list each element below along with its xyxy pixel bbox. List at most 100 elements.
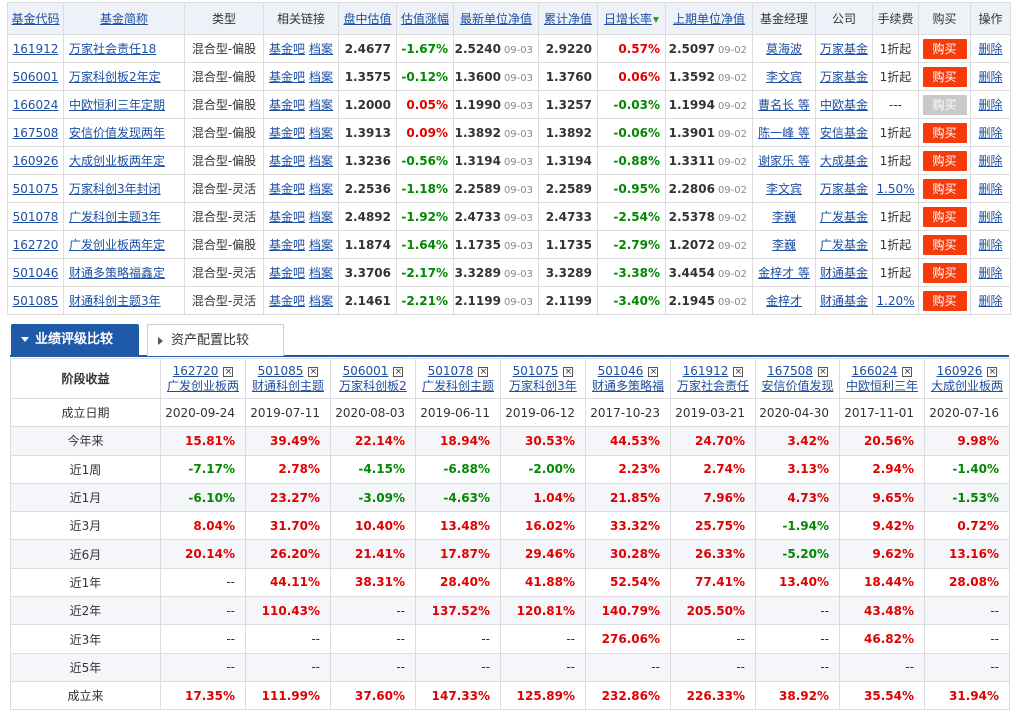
fund-code-link[interactable]: 162720 xyxy=(12,237,59,252)
compare-fund-name-link[interactable]: 安信价值发现 xyxy=(761,378,834,393)
fund-code-link[interactable]: 167508 xyxy=(12,125,59,140)
remove-fund-icon[interactable]: × xyxy=(902,366,913,377)
buy-button[interactable]: 购买 xyxy=(922,262,967,283)
header-daily[interactable]: 日增长率 xyxy=(597,2,666,35)
fund-name-link[interactable]: 财通科创主题3年 xyxy=(69,294,161,308)
header-nav[interactable]: 最新单位净值 xyxy=(453,2,539,35)
compare-fund-name-link[interactable]: 财通科创主题 xyxy=(251,378,324,393)
header-acc-nav[interactable]: 累计净值 xyxy=(538,2,598,35)
company-link[interactable]: 安信基金 xyxy=(819,126,868,140)
fund-bar-link[interactable]: 基金吧 xyxy=(268,266,305,280)
fund-name-link[interactable]: 万家科创3年封闭 xyxy=(69,182,161,196)
fund-name-link[interactable]: 万家科创板2年定 xyxy=(69,70,161,84)
compare-fund-code-link[interactable]: 161912 xyxy=(682,363,729,378)
company-link[interactable]: 万家基金 xyxy=(819,182,868,196)
archive-link[interactable]: 档案 xyxy=(309,154,334,168)
header-prev-nav[interactable]: 上期单位净值 xyxy=(665,2,753,35)
compare-fund-code-link[interactable]: 506001 xyxy=(342,363,389,378)
compare-fund-name-link[interactable]: 中欧恒利三年 xyxy=(845,378,918,393)
fund-name-link[interactable]: 财通多策略福鑫定 xyxy=(69,266,166,280)
compare-fund-code-link[interactable]: 162720 xyxy=(172,363,219,378)
manager-link[interactable]: 金梓才 等 xyxy=(758,266,810,280)
fund-name-link[interactable]: 广发创业板两年定 xyxy=(69,238,166,252)
remove-fund-icon[interactable]: × xyxy=(648,366,659,377)
buy-button[interactable]: 购买 xyxy=(922,66,967,87)
archive-link[interactable]: 档案 xyxy=(309,126,334,140)
buy-button[interactable]: 购买 xyxy=(922,234,967,255)
buy-button[interactable]: 购买 xyxy=(922,94,967,115)
fund-bar-link[interactable]: 基金吧 xyxy=(268,238,305,252)
remove-fund-icon[interactable]: × xyxy=(393,366,404,377)
delete-link[interactable]: 删除 xyxy=(978,238,1003,252)
fund-code-link[interactable]: 501085 xyxy=(12,293,59,308)
company-link[interactable]: 万家基金 xyxy=(819,70,868,84)
fund-name-link[interactable]: 广发科创主题3年 xyxy=(69,210,161,224)
manager-link[interactable]: 莫海波 xyxy=(765,42,802,56)
archive-link[interactable]: 档案 xyxy=(309,238,334,252)
remove-fund-icon[interactable]: × xyxy=(987,366,998,377)
remove-fund-icon[interactable]: × xyxy=(308,366,319,377)
compare-fund-name-link[interactable]: 万家科创3年 xyxy=(509,378,577,393)
delete-link[interactable]: 删除 xyxy=(978,210,1003,224)
company-link[interactable]: 大成基金 xyxy=(819,154,868,168)
delete-link[interactable]: 删除 xyxy=(978,154,1003,168)
compare-fund-name-link[interactable]: 万家社会责任 xyxy=(676,378,749,393)
company-link[interactable]: 广发基金 xyxy=(819,238,868,252)
fund-name-link[interactable]: 大成创业板两年定 xyxy=(69,154,166,168)
fund-name-link[interactable]: 万家社会责任18 xyxy=(69,42,157,56)
compare-fund-name-link[interactable]: 广发创业板两 xyxy=(166,378,239,393)
company-link[interactable]: 财通基金 xyxy=(819,294,868,308)
buy-button[interactable]: 购买 xyxy=(922,206,967,227)
fund-name-link[interactable]: 中欧恒利三年定期 xyxy=(69,98,166,112)
fund-code-link[interactable]: 501075 xyxy=(12,181,59,196)
manager-link[interactable]: 李巍 xyxy=(771,238,796,252)
archive-link[interactable]: 档案 xyxy=(309,266,334,280)
fund-bar-link[interactable]: 基金吧 xyxy=(268,126,305,140)
fund-bar-link[interactable]: 基金吧 xyxy=(268,210,305,224)
delete-link[interactable]: 删除 xyxy=(978,126,1003,140)
header-name[interactable]: 基金简称 xyxy=(63,2,185,35)
delete-link[interactable]: 删除 xyxy=(978,98,1003,112)
fund-name-link[interactable]: 安信价值发现两年 xyxy=(69,126,166,140)
archive-link[interactable]: 档案 xyxy=(309,294,334,308)
fund-bar-link[interactable]: 基金吧 xyxy=(268,154,305,168)
buy-button[interactable]: 购买 xyxy=(922,150,967,171)
compare-fund-code-link[interactable]: 501085 xyxy=(257,363,304,378)
archive-link[interactable]: 档案 xyxy=(309,42,334,56)
compare-fund-code-link[interactable]: 166024 xyxy=(851,363,898,378)
remove-fund-icon[interactable]: × xyxy=(817,366,828,377)
company-link[interactable]: 广发基金 xyxy=(819,210,868,224)
compare-fund-name-link[interactable]: 大成创业板两 xyxy=(930,378,1003,393)
compare-fund-name-link[interactable]: 广发科创主题 xyxy=(421,378,494,393)
manager-link[interactable]: 李文宾 xyxy=(765,70,802,84)
compare-fund-code-link[interactable]: 501075 xyxy=(512,363,559,378)
delete-link[interactable]: 删除 xyxy=(978,182,1003,196)
fund-bar-link[interactable]: 基金吧 xyxy=(268,294,305,308)
company-link[interactable]: 中欧基金 xyxy=(819,98,868,112)
tab-performance[interactable]: 业绩评级比较 xyxy=(11,324,139,356)
fee-link[interactable]: 1.50% xyxy=(876,181,915,196)
fund-bar-link[interactable]: 基金吧 xyxy=(268,182,305,196)
fund-code-link[interactable]: 506001 xyxy=(12,69,59,84)
delete-link[interactable]: 删除 xyxy=(978,294,1003,308)
header-est-chg[interactable]: 估值涨幅 xyxy=(396,2,454,35)
manager-link[interactable]: 陈一峰 等 xyxy=(758,126,810,140)
buy-button[interactable]: 购买 xyxy=(922,178,967,199)
manager-link[interactable]: 李巍 xyxy=(771,210,796,224)
tab-asset-allocation[interactable]: 资产配置比较 xyxy=(147,324,284,356)
delete-link[interactable]: 删除 xyxy=(978,266,1003,280)
buy-button[interactable]: 购买 xyxy=(922,290,967,311)
manager-link[interactable]: 李文宾 xyxy=(765,182,802,196)
fund-code-link[interactable]: 161912 xyxy=(12,41,59,56)
compare-fund-code-link[interactable]: 160926 xyxy=(936,363,983,378)
remove-fund-icon[interactable]: × xyxy=(733,366,744,377)
fund-code-link[interactable]: 501046 xyxy=(12,265,59,280)
buy-button[interactable]: 购买 xyxy=(922,38,967,59)
delete-link[interactable]: 删除 xyxy=(978,70,1003,84)
company-link[interactable]: 万家基金 xyxy=(819,42,868,56)
delete-link[interactable]: 删除 xyxy=(978,42,1003,56)
fund-code-link[interactable]: 501078 xyxy=(12,209,59,224)
compare-fund-name-link[interactable]: 万家科创板2 xyxy=(339,378,407,393)
archive-link[interactable]: 档案 xyxy=(309,70,334,84)
fund-bar-link[interactable]: 基金吧 xyxy=(268,98,305,112)
